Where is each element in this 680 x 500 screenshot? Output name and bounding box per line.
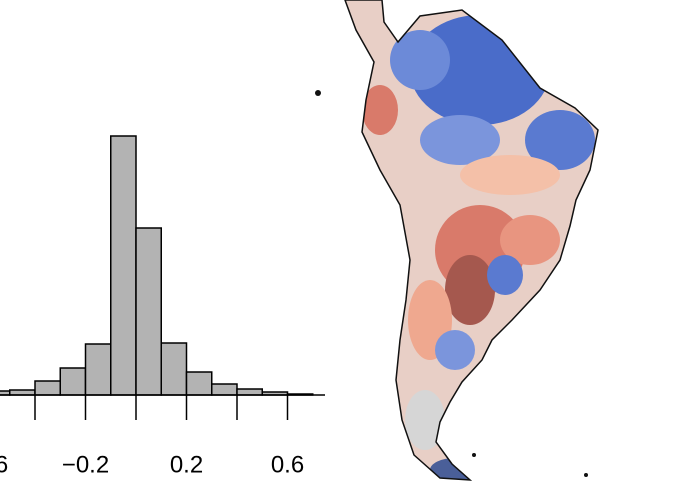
x-tick-label: 0.2 [170,451,203,478]
bar [185,371,213,396]
x-tick-label: −0.6 [0,451,8,478]
bar [211,383,238,396]
bar [110,135,137,396]
x-tick-label: −0.2 [62,451,109,478]
bar [160,342,188,396]
bar [59,367,87,396]
map [315,0,599,481]
bar [34,380,61,396]
bar [84,343,112,396]
bar [135,227,162,396]
bar [236,388,263,396]
x-tick-label: 0.6 [271,451,304,478]
